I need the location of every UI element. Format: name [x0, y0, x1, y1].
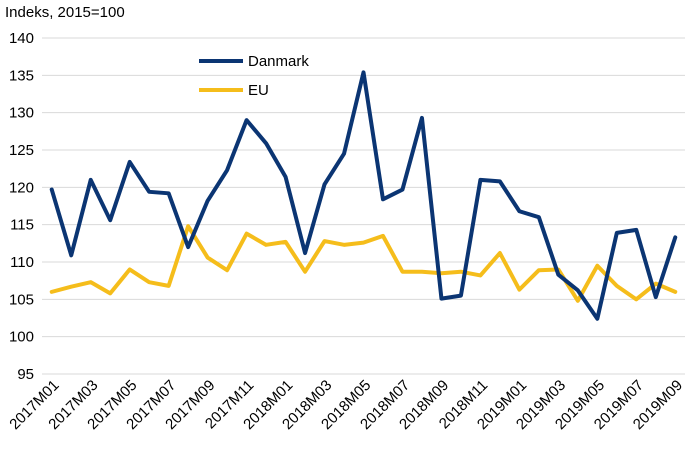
- y-tick-label: 105: [9, 291, 34, 308]
- y-tick-label: 130: [9, 105, 34, 122]
- y-tick-label: 95: [17, 366, 34, 383]
- y-tick-label: 140: [9, 30, 34, 47]
- legend-label: EU: [248, 82, 269, 99]
- y-tick-label: 115: [10, 217, 34, 234]
- y-axis-ticks: 95 100 105 110 115 120 125 130 135 140: [9, 30, 34, 383]
- series-lines: [49, 70, 678, 321]
- y-tick-label: 135: [9, 67, 34, 84]
- gridlines: [42, 37, 685, 375]
- y-tick-label: 110: [10, 254, 34, 271]
- y-tick-label: 100: [9, 329, 34, 346]
- series-line-eu: [49, 224, 678, 303]
- y-tick-label: 125: [9, 142, 34, 159]
- y-tick-label: 120: [9, 179, 34, 196]
- y-axis-label: Indeks, 2015=100: [5, 4, 125, 21]
- series-line-danmark: [49, 70, 678, 321]
- legend: Danmark EU: [199, 53, 309, 99]
- x-axis-ticks: 2017M012017M032017M052017M072017M092017M…: [6, 377, 686, 433]
- legend-label: Danmark: [248, 53, 309, 70]
